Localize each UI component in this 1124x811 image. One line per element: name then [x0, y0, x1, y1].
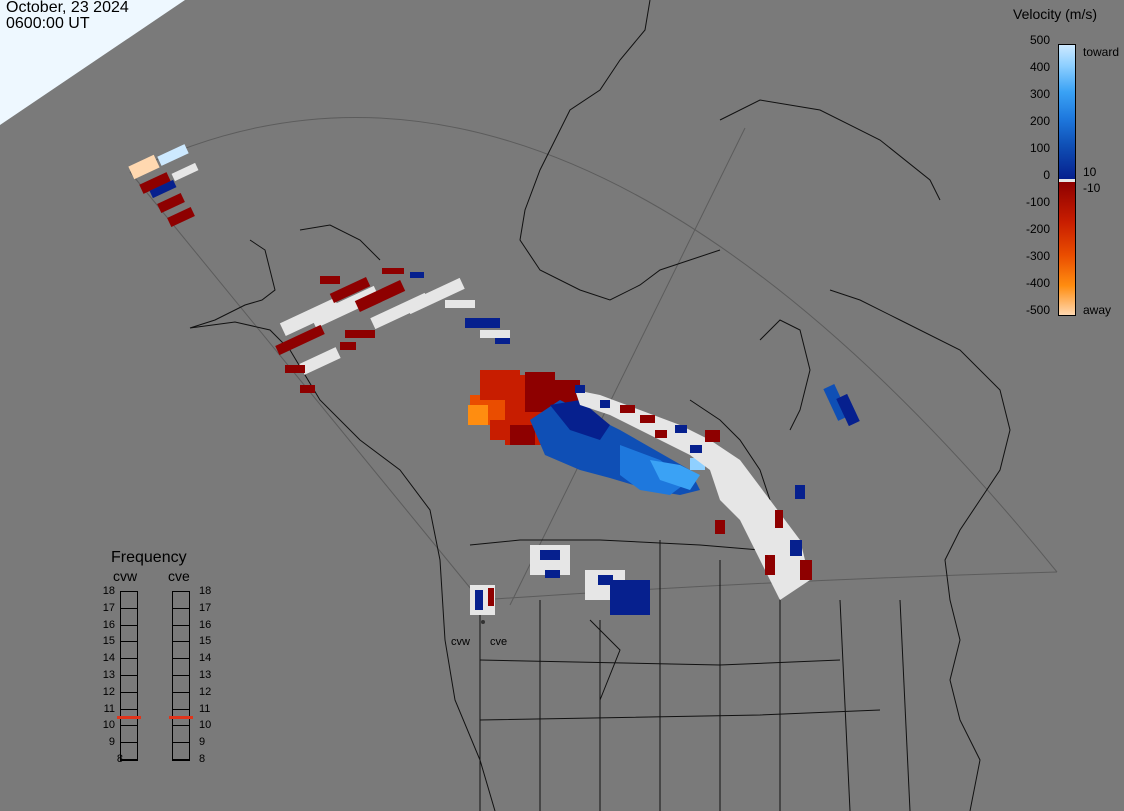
freq-scale-label: 12: [102, 685, 115, 698]
frequency-title: Frequency: [111, 549, 187, 566]
site-label-cve: cve: [490, 636, 508, 648]
scatter-east-tail: [575, 385, 812, 600]
colorbar-zero-band: [1059, 179, 1075, 182]
colorbar-away: [1059, 182, 1075, 315]
freq-grid-line: [173, 742, 189, 744]
freq-grid-line: [173, 675, 189, 676]
neg-threshold-label: -10: [1083, 181, 1101, 195]
freq-grid-line: [121, 759, 137, 760]
freq-scale-label: 14: [199, 652, 212, 665]
freq-scale-label: 12: [199, 685, 212, 698]
scatter-main-toward: [530, 400, 705, 495]
freq-grid-line: [173, 624, 189, 626]
freq-scale-label: 11: [103, 702, 115, 715]
freq-scale-label: 11: [199, 702, 211, 715]
frequency-bar-cvw: [117, 591, 141, 761]
date-label: October, 23 2024: [6, 0, 129, 16]
freq-grid-line: [121, 708, 137, 710]
frequency-marker: [117, 716, 141, 719]
scatter-alaska: [275, 268, 510, 393]
away-label: away: [1083, 303, 1112, 317]
freq-grid-line: [121, 658, 137, 660]
radar-label-cvw: cvw: [113, 568, 138, 584]
freq-grid-line: [121, 641, 137, 643]
freq-scale-label: 8: [199, 753, 206, 765]
freq-scale-label: 9: [108, 736, 115, 749]
pos-threshold-label: 10: [1083, 165, 1097, 179]
freq-scale-label: 18: [199, 585, 212, 597]
radar-label-cve: cve: [168, 568, 190, 584]
freq-grid-line: [173, 759, 189, 760]
freq-scale-label: 15: [199, 635, 212, 648]
freq-scale-label: 18: [102, 585, 115, 597]
freq-grid-line: [173, 607, 189, 609]
scale-label: -200: [1025, 222, 1050, 236]
scale-label: 500: [1029, 33, 1050, 47]
freq-scale-label: 13: [199, 669, 212, 681]
freq-scale-label: 17: [102, 601, 115, 614]
legend-title: Velocity (m/s): [1013, 6, 1098, 22]
freq-scale-label: 8: [116, 753, 123, 765]
scatter-near-range: [470, 545, 650, 624]
freq-scale-label: 16: [102, 618, 115, 631]
freq-grid-line: [173, 691, 189, 693]
velocity-colorbar: [1058, 44, 1076, 316]
freq-scale-label: 14: [102, 652, 115, 665]
freq-grid-line: [173, 708, 189, 710]
time-label: 0600:00 UT: [6, 15, 90, 32]
freq-grid-line: [173, 725, 189, 727]
freq-grid-line: [121, 691, 137, 693]
freq-grid-line: [121, 675, 137, 676]
scale-label: 100: [1029, 141, 1050, 155]
scatter-west-beam: [128, 144, 199, 228]
scale-label: 200: [1029, 114, 1050, 128]
scale-label: -500: [1025, 303, 1050, 317]
freq-scale-label: 13: [102, 669, 115, 681]
site-label-cvw: cvw: [451, 636, 470, 648]
freq-scale-label: 9: [199, 736, 206, 749]
freq-grid-line: [121, 725, 137, 727]
freq-scale-label: 17: [199, 601, 212, 614]
freq-scale-label: 16: [199, 618, 212, 631]
freq-grid-line: [121, 742, 137, 744]
freq-scale-label: 10: [102, 719, 115, 732]
scale-label: -300: [1025, 249, 1050, 263]
freq-grid-line: [121, 624, 137, 626]
colorbar-toward: [1059, 45, 1075, 179]
freq-grid-line: [173, 658, 189, 660]
frequency-bar-cve: [169, 591, 193, 761]
freq-grid-line: [121, 607, 137, 609]
scatter-hudson: [823, 384, 860, 427]
freq-grid-line: [173, 641, 189, 643]
scale-label: -400: [1025, 276, 1050, 290]
scale-label: -100: [1025, 195, 1050, 209]
daylight-region: [0, 0, 185, 125]
freq-scale-label: 10: [199, 719, 212, 732]
freq-scale-label: 15: [102, 635, 115, 648]
scale-label: 300: [1029, 87, 1050, 101]
scale-label: 400: [1029, 60, 1050, 74]
frequency-marker: [169, 716, 193, 719]
coastlines: [189, 0, 1011, 811]
toward-label: toward: [1083, 45, 1120, 59]
scale-label: 0: [1043, 168, 1050, 182]
